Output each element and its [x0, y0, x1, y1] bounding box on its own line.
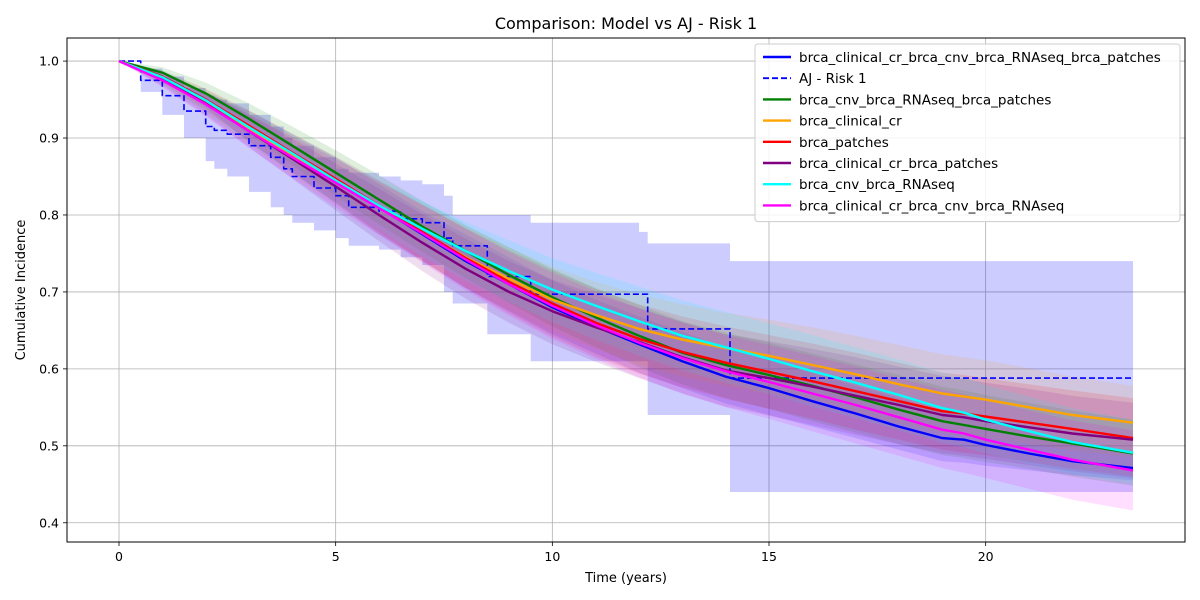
- legend-entry-label: brca_cnv_brca_RNAseq_brca_patches: [799, 92, 1051, 108]
- x-tick-label: 20: [978, 549, 994, 564]
- axis-ticks: 0 5 10 15 20 0.4 0.5 0.6 0.7 0.8 0.9 1.0: [39, 54, 994, 564]
- legend-entry-label: brca_patches: [799, 135, 889, 151]
- series-lines: [118, 59, 1134, 472]
- y-tick-label: 0.4: [39, 515, 59, 530]
- legend-entry-label: brca_clinical_cr_brca_cnv_brca_RNAseq: [799, 198, 1064, 214]
- y-tick-label: 0.9: [39, 131, 59, 146]
- legend-entry-label: brca_clinical_cr_brca_patches: [799, 156, 998, 172]
- confidence-band-1: [119, 61, 1133, 492]
- confidence-band-3: [119, 61, 1133, 458]
- confidence-band-6: [119, 61, 1133, 485]
- confidence-band-4: [119, 61, 1133, 477]
- series-line-2: [118, 59, 1134, 455]
- y-tick-label: 0.7: [39, 284, 59, 299]
- y-tick-label: 0.6: [39, 361, 59, 376]
- legend-box: [754, 43, 1181, 223]
- confidence-band-7: [119, 61, 1133, 511]
- x-tick-label: 10: [544, 549, 560, 564]
- confidence-band-5: [119, 61, 1133, 479]
- plot-frame: [66, 37, 1186, 543]
- y-tick-label: 1.0: [39, 54, 59, 69]
- y-axis-label: Cumulative Incidence: [14, 220, 29, 361]
- y-tick-label: 0.8: [39, 207, 59, 222]
- series-line-3: [118, 59, 1134, 424]
- chart-title: Comparison: Model vs AJ - Risk 1: [495, 14, 757, 33]
- x-tick-label: 5: [332, 549, 340, 564]
- legend: brca_clinical_cr_brca_cnv_brca_RNAseq_br…: [754, 43, 1181, 223]
- series-line-7: [118, 60, 1134, 472]
- x-axis-label: Time (years): [584, 571, 667, 586]
- legend-entry-label: brca_cnv_brca_RNAseq: [799, 177, 955, 193]
- legend-entry-label: brca_clinical_cr: [799, 114, 902, 130]
- x-tick-label: 0: [115, 549, 123, 564]
- y-tick-label: 0.5: [39, 438, 59, 453]
- legend-entry-label: AJ - Risk 1: [799, 71, 867, 87]
- x-tick-label: 15: [761, 549, 777, 564]
- series-line-6: [118, 59, 1134, 454]
- legend-entry-label: brca_clinical_cr_brca_cnv_brca_RNAseq_br…: [799, 50, 1161, 66]
